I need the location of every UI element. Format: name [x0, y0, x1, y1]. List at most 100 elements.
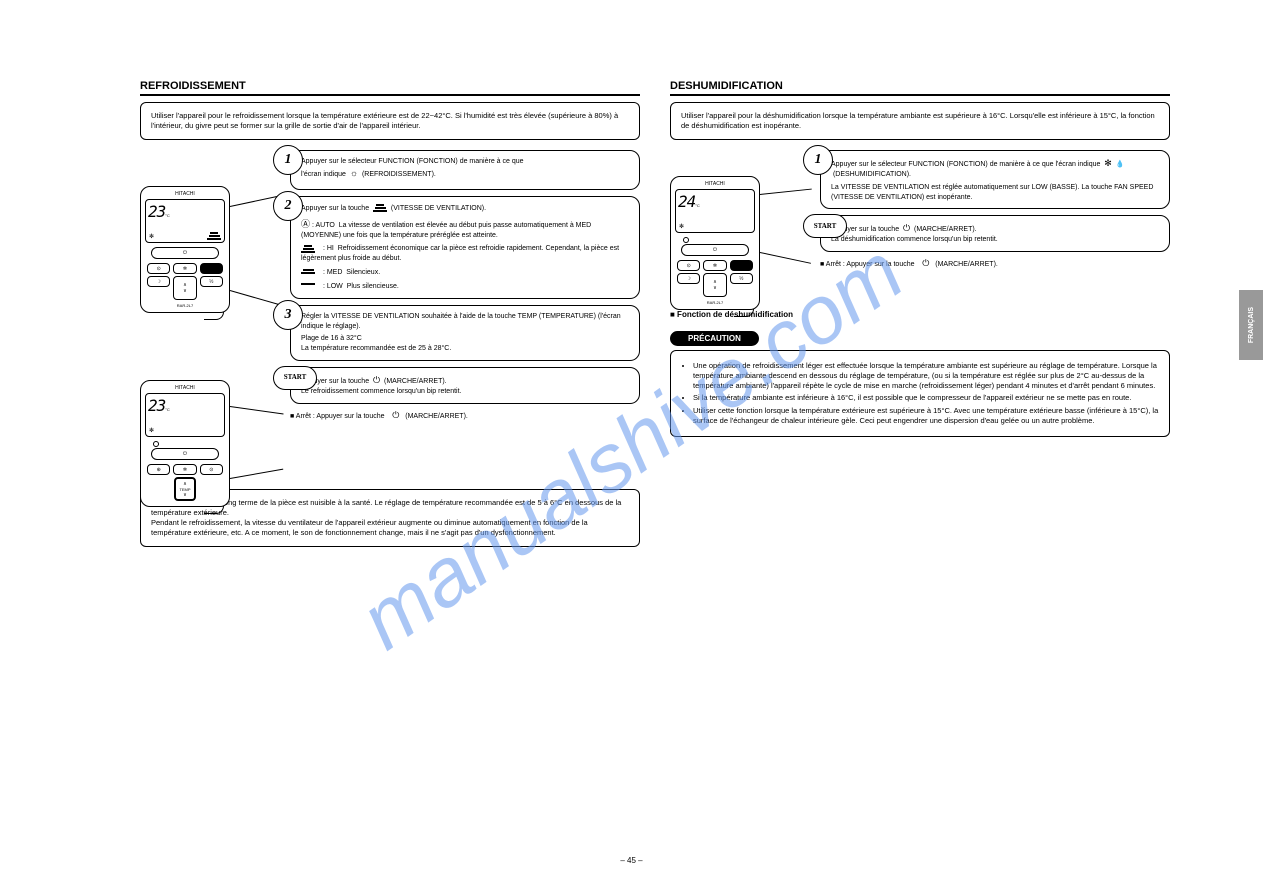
remote-btn-a: ⊕: [147, 464, 170, 475]
fan-auto-desc: La vitesse de ventilation est élevée au …: [301, 222, 591, 239]
step-3-recommend: La température recommandée est de 25 à 2…: [301, 344, 629, 354]
step-startr-note: La déshumidification commence lorsqu'un …: [831, 236, 998, 243]
remote-btn-c: ⊙: [200, 464, 223, 475]
caution-pill-right: PRÉCAUTION: [670, 331, 759, 346]
page-number: – 45 –: [620, 856, 642, 865]
remote-power-button: ⏻: [151, 247, 219, 259]
stop-text-right: ■ Arrêt : Appuyer sur la touche (MARCHE/…: [820, 258, 1170, 269]
remote-temp-display: 23: [148, 202, 165, 221]
step-2-lead2: (VITESSE DE VENTILATION).: [391, 205, 486, 212]
remote-lcd-screen: 23°C ✻: [145, 199, 225, 243]
step-startr-text-b: (MARCHE/ARRET).: [914, 226, 977, 233]
fan-hi-icon: [301, 244, 315, 254]
fan-hi-desc: Refroidissement économique car la pièce …: [301, 245, 619, 262]
dehum-bullet-1: Une opération de refroidissement léger e…: [693, 361, 1159, 391]
remote-brand: HITACHI: [145, 191, 225, 197]
step-2-circle: 2: [273, 191, 303, 221]
dehum-bullet-3: Utiliser cette fonction lorsque la tempé…: [693, 406, 1159, 426]
step-3-range: Plage de 16 à 32°C: [301, 334, 629, 344]
language-tab-label: FRANÇAIS: [1248, 307, 1255, 343]
remote-temp-unit-2: °C: [165, 407, 170, 412]
step-start-box-right: START Appuyer sur la touche (MARCHE/ARRE…: [820, 215, 1170, 252]
fan-med-desc: Silencieux.: [346, 269, 380, 276]
step-1-circle-right: 1: [803, 145, 833, 175]
step-1-text-b: l'écran indique: [301, 171, 346, 178]
intro-box-cooling: Utiliser l'appareil pour le refroidissem…: [140, 102, 640, 140]
remote-model-3: RAR-2L7: [675, 300, 755, 305]
power-icon: ⏻: [713, 247, 717, 253]
language-tab: FRANÇAIS: [1239, 290, 1263, 360]
start-indicator-dot: [683, 237, 689, 243]
remote-btn-fan: ✲: [173, 464, 196, 475]
snowflake-icon: ✻: [149, 427, 154, 434]
step-1r-text-a: Appuyer sur le sélecteur FUNCTION (FONCT…: [831, 161, 1100, 168]
step-2-lead: Appuyer sur la touche: [301, 205, 369, 212]
step-2-box: 2 Appuyer sur la touche (VITESSE DE VENT…: [290, 196, 640, 299]
power-icon: [373, 378, 380, 385]
auto-icon: Ⓐ: [301, 219, 310, 229]
fan-low-icon: [301, 282, 315, 286]
stop-text: ■ Arrêt : Appuyer sur la touche (MARCHE/…: [290, 410, 640, 421]
step-3-text: Régler la VITESSE DE VENTILATION souhait…: [301, 313, 621, 330]
remote-1-2-btn: ½: [200, 276, 223, 287]
remote-1-2-btn-3: ½: [730, 273, 753, 284]
start-pill: START: [273, 366, 317, 390]
remote-control-illustration-3: HITACHI 24°C ✻ ⏻ ⊙ ✲ ☽ ∧∨ ½ RAR-2L7: [670, 176, 760, 310]
remote-brand-2: HITACHI: [145, 385, 225, 391]
power-icon: [903, 226, 910, 233]
remote-power-button-3: ⏻: [681, 244, 749, 256]
remote-temp-updown: ∧∨: [173, 276, 196, 300]
remote-timer-btn-3: ⊙: [677, 260, 700, 271]
power-icon: ⏻: [183, 250, 187, 256]
step-1-text-a: Appuyer sur le sélecteur FUNCTION (FONCT…: [301, 158, 524, 165]
fan-med-icon: [301, 268, 315, 275]
step-1-text-c: (REFROIDISSEMENT).: [362, 171, 436, 178]
power-icon: ⏻: [183, 451, 187, 457]
step-1-box: 1 Appuyer sur le sélecteur FUNCTION (FON…: [290, 150, 640, 190]
remote-model: RAR-2L7: [145, 303, 225, 308]
remote-mode-btn: [200, 263, 223, 274]
remote-temp-display-3: 24: [678, 192, 695, 211]
step-1-circle: 1: [273, 145, 303, 175]
fan-low-desc: Plus silencieuse.: [347, 283, 399, 290]
remote-sleep-btn-3: ☽: [677, 273, 700, 284]
snowflake-icon: ✻: [679, 223, 684, 230]
fan-low-label: : LOW: [323, 283, 343, 290]
step-1r-text-b: (DESHUMIDIFICATION).: [833, 171, 911, 178]
fan-med-label: : MED: [323, 269, 342, 276]
remote-temp-updown-highlight: ∧TEMP∨: [174, 477, 196, 501]
drop-icon: 💧: [1116, 161, 1125, 168]
step-start-box: START Appuyer sur la touche (MARCHE/ARRE…: [290, 367, 640, 404]
section-title-dehum: DESHUMIDIFICATION: [670, 80, 1170, 96]
snow-icon: [1104, 161, 1112, 168]
step-1r-note: La VITESSE DE VENTILATION est réglée aut…: [831, 183, 1159, 203]
step-start-note: Le refroidissement commence lorsqu'un bi…: [301, 388, 461, 395]
remote-timer-btn: ⊙: [147, 263, 170, 274]
remote-power-button-2: ⏻: [151, 448, 219, 460]
step-start-text-b: (MARCHE/ARRET).: [384, 378, 447, 385]
step-3-circle: 3: [273, 300, 303, 330]
dehum-bullet-2: Si la température ambiante est inférieur…: [693, 393, 1159, 403]
remote-mode-btn-3: [730, 260, 753, 271]
start-pill-right: START: [803, 214, 847, 238]
remote-control-illustration-2: HITACHI 23°C ✻ ⏻ ⊕ ✲ ⊙ ∧TEMP∨: [140, 380, 230, 507]
power-icon: [922, 261, 929, 268]
snowflake-icon: ✻: [149, 233, 154, 240]
fan-hi-label: : HI: [323, 245, 334, 252]
fan-auto-label: : AUTO: [312, 222, 335, 229]
remote-temp-updown-3: ∧∨: [703, 273, 726, 297]
caution-box-right: Une opération de refroidissement léger e…: [670, 350, 1170, 437]
remote-fan-btn: ✲: [173, 263, 196, 274]
sun-icon: [350, 171, 358, 178]
start-indicator-dot: [153, 441, 159, 447]
remote-fan-btn-3: ✲: [703, 260, 726, 271]
section-title-cooling: REFROIDISSEMENT: [140, 80, 640, 96]
remote-lcd-screen-2: 23°C ✻: [145, 393, 225, 437]
remote-brand-3: HITACHI: [675, 181, 755, 187]
remote-sleep-btn: ☽: [147, 276, 170, 287]
remote-temp-unit-3: °C: [695, 203, 700, 208]
remote-temp-unit: °C: [165, 213, 170, 218]
intro-box-dehum: Utiliser l'appareil pour la déshumidific…: [670, 102, 1170, 140]
step-3-box: 3 Régler la VITESSE DE VENTILATION souha…: [290, 305, 640, 361]
power-icon: [392, 413, 399, 420]
